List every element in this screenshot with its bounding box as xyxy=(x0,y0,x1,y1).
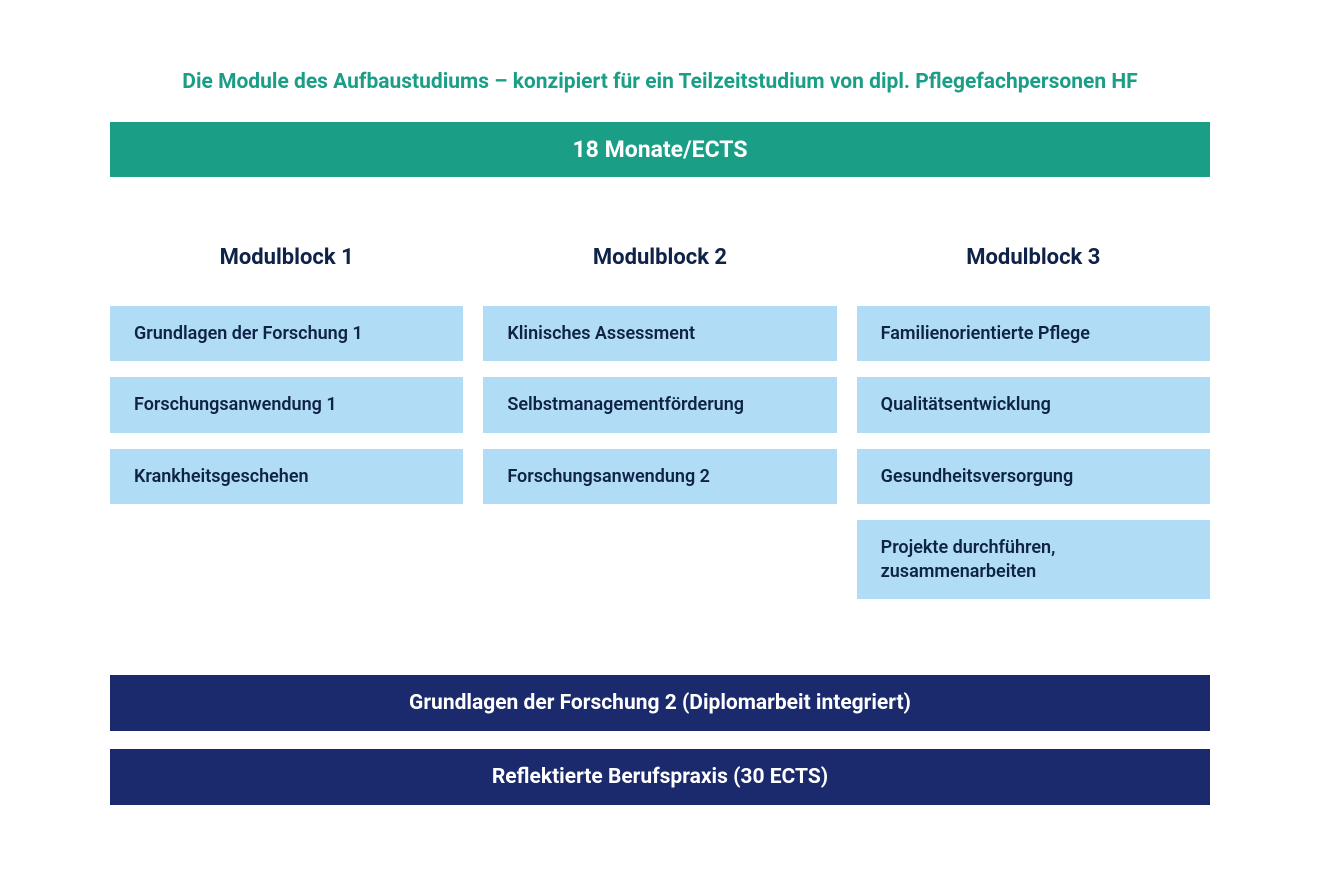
module-item: Projekte durchführen, zusammenarbeiten xyxy=(857,520,1210,599)
duration-bar: 18 Monate/ECTS xyxy=(110,122,1210,177)
wide-bar-1: Grundlagen der Forschung 2 (Diplomarbeit… xyxy=(110,675,1210,731)
module-item: Forschungsanwendung 2 xyxy=(483,449,836,504)
module-column-1: Modulblock 1 Grundlagen der Forschung 1 Fo… xyxy=(110,245,463,615)
module-item: Selbstmanagementförderung xyxy=(483,377,836,432)
module-item: Qualitätsentwicklung xyxy=(857,377,1210,432)
column-header: Modulblock 1 xyxy=(110,245,463,270)
module-column-2: Modulblock 2 Klinisches Assessment Selbstm… xyxy=(483,245,836,615)
module-item: Grundlagen der Forschung 1 xyxy=(110,306,463,361)
diagram-title: Die Module des Aufbaustudiums – konzipie… xyxy=(110,70,1210,94)
column-header: Modulblock 2 xyxy=(483,245,836,270)
wide-bar-2: Reflektierte Berufspraxis (30 ECTS) xyxy=(110,749,1210,805)
module-column-3: Modulblock 3 Familienorientierte Pflege Qu… xyxy=(857,245,1210,615)
module-item: Klinisches Assessment xyxy=(483,306,836,361)
module-item: Familienorientierte Pflege xyxy=(857,306,1210,361)
column-header: Modulblock 3 xyxy=(857,245,1210,270)
wide-bars: Grundlagen der Forschung 2 (Diplomarbeit… xyxy=(110,675,1210,805)
module-columns: Modulblock 1 Grundlagen der Forschung 1 Fo… xyxy=(110,245,1210,615)
module-item: Forschungsanwendung 1 xyxy=(110,377,463,432)
module-item: Gesundheitsversorgung xyxy=(857,449,1210,504)
module-item: Krankheitsgeschehen xyxy=(110,449,463,504)
